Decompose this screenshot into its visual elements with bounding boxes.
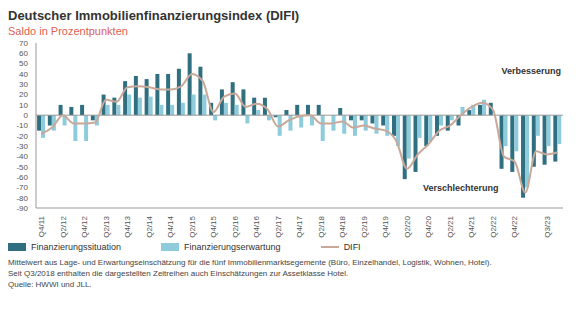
svg-text:Q2/14: Q2/14 bbox=[145, 215, 154, 237]
svg-text:Q2/12: Q2/12 bbox=[59, 215, 68, 237]
svg-text:-50: -50 bbox=[16, 163, 28, 172]
svg-text:Q4/12: Q4/12 bbox=[80, 215, 89, 237]
svg-text:Q4/20: Q4/20 bbox=[424, 215, 433, 237]
svg-text:-20: -20 bbox=[16, 132, 28, 141]
svg-text:Q2/20: Q2/20 bbox=[403, 215, 412, 237]
svg-text:Q2/21: Q2/21 bbox=[446, 215, 455, 237]
svg-text:-70: -70 bbox=[16, 183, 28, 192]
svg-text:-10: -10 bbox=[16, 121, 28, 130]
html-text:Verbesserung: Verbesserung bbox=[501, 66, 561, 76]
svg-text:Q4/14: Q4/14 bbox=[166, 215, 175, 237]
svg-text:Q4/19: Q4/19 bbox=[381, 215, 390, 237]
svg-text:50: 50 bbox=[19, 59, 28, 68]
html-text:Verschlechterung: Verschlechterung bbox=[423, 183, 499, 193]
svg-text:Q4/11: Q4/11 bbox=[37, 215, 46, 237]
svg-text:30: 30 bbox=[19, 80, 28, 89]
svg-text:Q4/16: Q4/16 bbox=[252, 215, 261, 237]
svg-text:40: 40 bbox=[19, 70, 28, 79]
svg-text:-90: -90 bbox=[16, 204, 28, 213]
html-text:Quelle: HWWI und JLL.: Quelle: HWWI und JLL. bbox=[8, 280, 92, 289]
svg-text:60: 60 bbox=[19, 49, 28, 58]
html-text:Seit Q3/2018 enthalten die dar: Seit Q3/2018 enthalten die dargestellten… bbox=[8, 269, 349, 278]
svg-text:-60: -60 bbox=[16, 173, 28, 182]
svg-text:-30: -30 bbox=[16, 142, 28, 151]
svg-text:Q2/19: Q2/19 bbox=[360, 215, 369, 237]
svg-text:Q3/23: Q3/23 bbox=[543, 215, 552, 237]
html-text:Mittelwert aus Lage- und Erwar: Mittelwert aus Lage- und Erwartungseinsc… bbox=[8, 258, 492, 267]
html-text:Finanzierungssituation: Finanzierungssituation bbox=[31, 242, 122, 252]
svg-text:Q4/22: Q4/22 bbox=[510, 215, 519, 237]
svg-text:Q4/13: Q4/13 bbox=[123, 215, 132, 237]
svg-text:Q4/21: Q4/21 bbox=[467, 215, 476, 237]
svg-text:0: 0 bbox=[24, 111, 29, 120]
svg-text:10: 10 bbox=[19, 101, 28, 110]
svg-text:20: 20 bbox=[19, 90, 28, 99]
svg-text:Q2/15: Q2/15 bbox=[188, 215, 197, 237]
html-text:DIFI: DIFI bbox=[343, 242, 361, 252]
svg-text:Q2/18: Q2/18 bbox=[317, 215, 326, 237]
svg-text:Q2/13: Q2/13 bbox=[102, 215, 111, 237]
svg-text:-80: -80 bbox=[16, 194, 28, 203]
svg-text:Q4/15: Q4/15 bbox=[209, 215, 218, 237]
svg-text:70: 70 bbox=[19, 39, 28, 48]
svg-text:Q2/16: Q2/16 bbox=[231, 215, 240, 237]
html-text:Deutscher Immobilienfinanzieru: Deutscher Immobilienfinanzierungsindex (… bbox=[8, 8, 300, 23]
svg-text:Q2/22: Q2/22 bbox=[489, 215, 498, 237]
html-text:Finanzierungserwartung: Finanzierungserwartung bbox=[184, 242, 281, 252]
svg-text:Q4/17: Q4/17 bbox=[295, 215, 304, 237]
svg-text:-40: -40 bbox=[16, 152, 28, 161]
svg-text:Q2/17: Q2/17 bbox=[274, 215, 283, 237]
html-text:Saldo in Prozentpunkten: Saldo in Prozentpunkten bbox=[8, 25, 128, 37]
svg-text:Q4/18: Q4/18 bbox=[338, 215, 347, 237]
